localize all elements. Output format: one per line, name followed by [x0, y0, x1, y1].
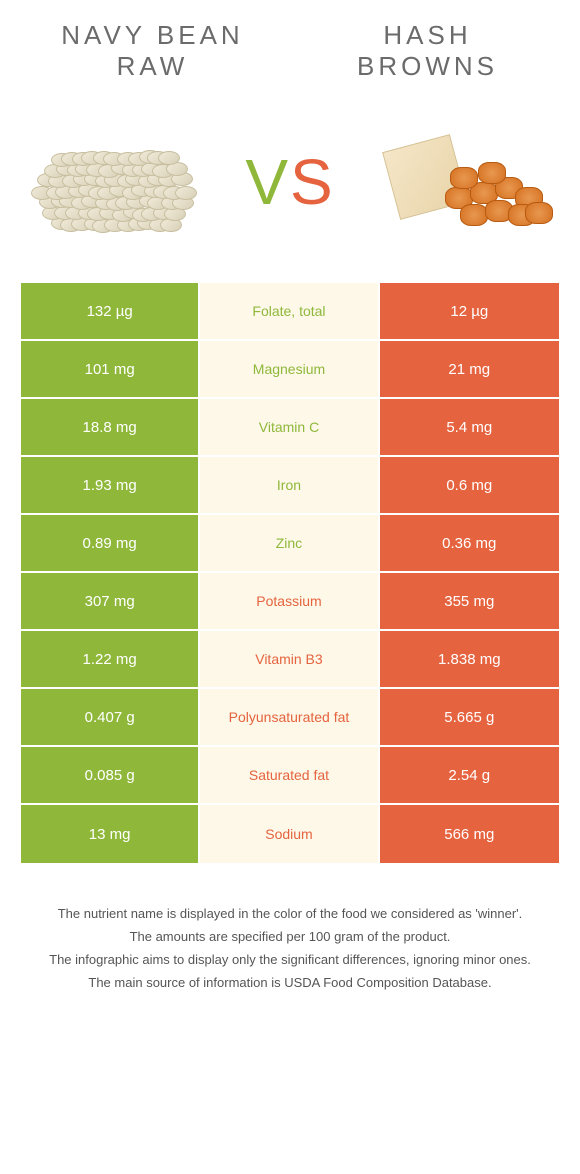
left-value: 13 mg [21, 805, 200, 863]
hash-piece-shape [450, 167, 478, 189]
nutrient-label: Vitamin C [200, 399, 379, 455]
right-food-title: HASH BROWNS [315, 20, 540, 82]
table-row: 0.085 gSaturated fat2.54 g [21, 747, 559, 805]
vs-label: VS [245, 145, 334, 219]
table-row: 13 mgSodium566 mg [21, 805, 559, 863]
left-title-line2: RAW [117, 51, 189, 81]
navy-bean-image [30, 122, 190, 242]
table-row: 132 µgFolate, total12 µg [21, 283, 559, 341]
right-value: 12 µg [380, 283, 559, 339]
bean-shape [175, 186, 197, 200]
right-value: 2.54 g [380, 747, 559, 803]
vs-s: S [290, 146, 335, 218]
left-food-title: NAVY BEAN RAW [40, 20, 265, 82]
left-value: 1.93 mg [21, 457, 200, 513]
left-value: 0.085 g [21, 747, 200, 803]
left-value: 101 mg [21, 341, 200, 397]
header: NAVY BEAN RAW HASH BROWNS [0, 0, 580, 92]
nutrient-label: Magnesium [200, 341, 379, 397]
nutrient-table: 132 µgFolate, total12 µg101 mgMagnesium2… [20, 282, 560, 864]
left-value: 132 µg [21, 283, 200, 339]
hash-piece-shape [525, 202, 553, 224]
nutrient-label: Zinc [200, 515, 379, 571]
infographic-container: NAVY BEAN RAW HASH BROWNS VS 132 µgFolat… [0, 0, 580, 1016]
table-row: 0.89 mgZinc0.36 mg [21, 515, 559, 573]
left-value: 0.407 g [21, 689, 200, 745]
footnote-2: The amounts are specified per 100 gram o… [30, 927, 550, 948]
table-row: 307 mgPotassium355 mg [21, 573, 559, 631]
nutrient-label: Folate, total [200, 283, 379, 339]
right-value: 0.36 mg [380, 515, 559, 571]
vs-row: VS [0, 92, 580, 282]
left-title-line1: NAVY BEAN [61, 20, 243, 50]
hash-piece-shape [478, 162, 506, 184]
right-title-line1: HASH [383, 20, 471, 50]
table-row: 101 mgMagnesium21 mg [21, 341, 559, 399]
hash-piece-shape [460, 204, 488, 226]
table-row: 1.22 mgVitamin B31.838 mg [21, 631, 559, 689]
nutrient-label: Iron [200, 457, 379, 513]
table-row: 0.407 gPolyunsaturated fat5.665 g [21, 689, 559, 747]
left-value: 307 mg [21, 573, 200, 629]
nutrient-label: Potassium [200, 573, 379, 629]
right-value: 5.665 g [380, 689, 559, 745]
right-value: 566 mg [380, 805, 559, 863]
nutrient-label: Saturated fat [200, 747, 379, 803]
footnote-1: The nutrient name is displayed in the co… [30, 904, 550, 925]
left-value: 18.8 mg [21, 399, 200, 455]
left-value: 1.22 mg [21, 631, 200, 687]
right-title-line2: BROWNS [357, 51, 498, 81]
right-value: 0.6 mg [380, 457, 559, 513]
hash-browns-image [390, 122, 550, 242]
left-value: 0.89 mg [21, 515, 200, 571]
footnotes: The nutrient name is displayed in the co… [0, 864, 580, 1015]
footnote-4: The main source of information is USDA F… [30, 973, 550, 994]
nutrient-label: Polyunsaturated fat [200, 689, 379, 745]
right-value: 355 mg [380, 573, 559, 629]
nutrient-label: Sodium [200, 805, 379, 863]
nutrient-label: Vitamin B3 [200, 631, 379, 687]
table-row: 1.93 mgIron0.6 mg [21, 457, 559, 515]
footnote-3: The infographic aims to display only the… [30, 950, 550, 971]
right-value: 21 mg [380, 341, 559, 397]
right-value: 5.4 mg [380, 399, 559, 455]
table-row: 18.8 mgVitamin C5.4 mg [21, 399, 559, 457]
vs-v: V [245, 146, 290, 218]
right-value: 1.838 mg [380, 631, 559, 687]
